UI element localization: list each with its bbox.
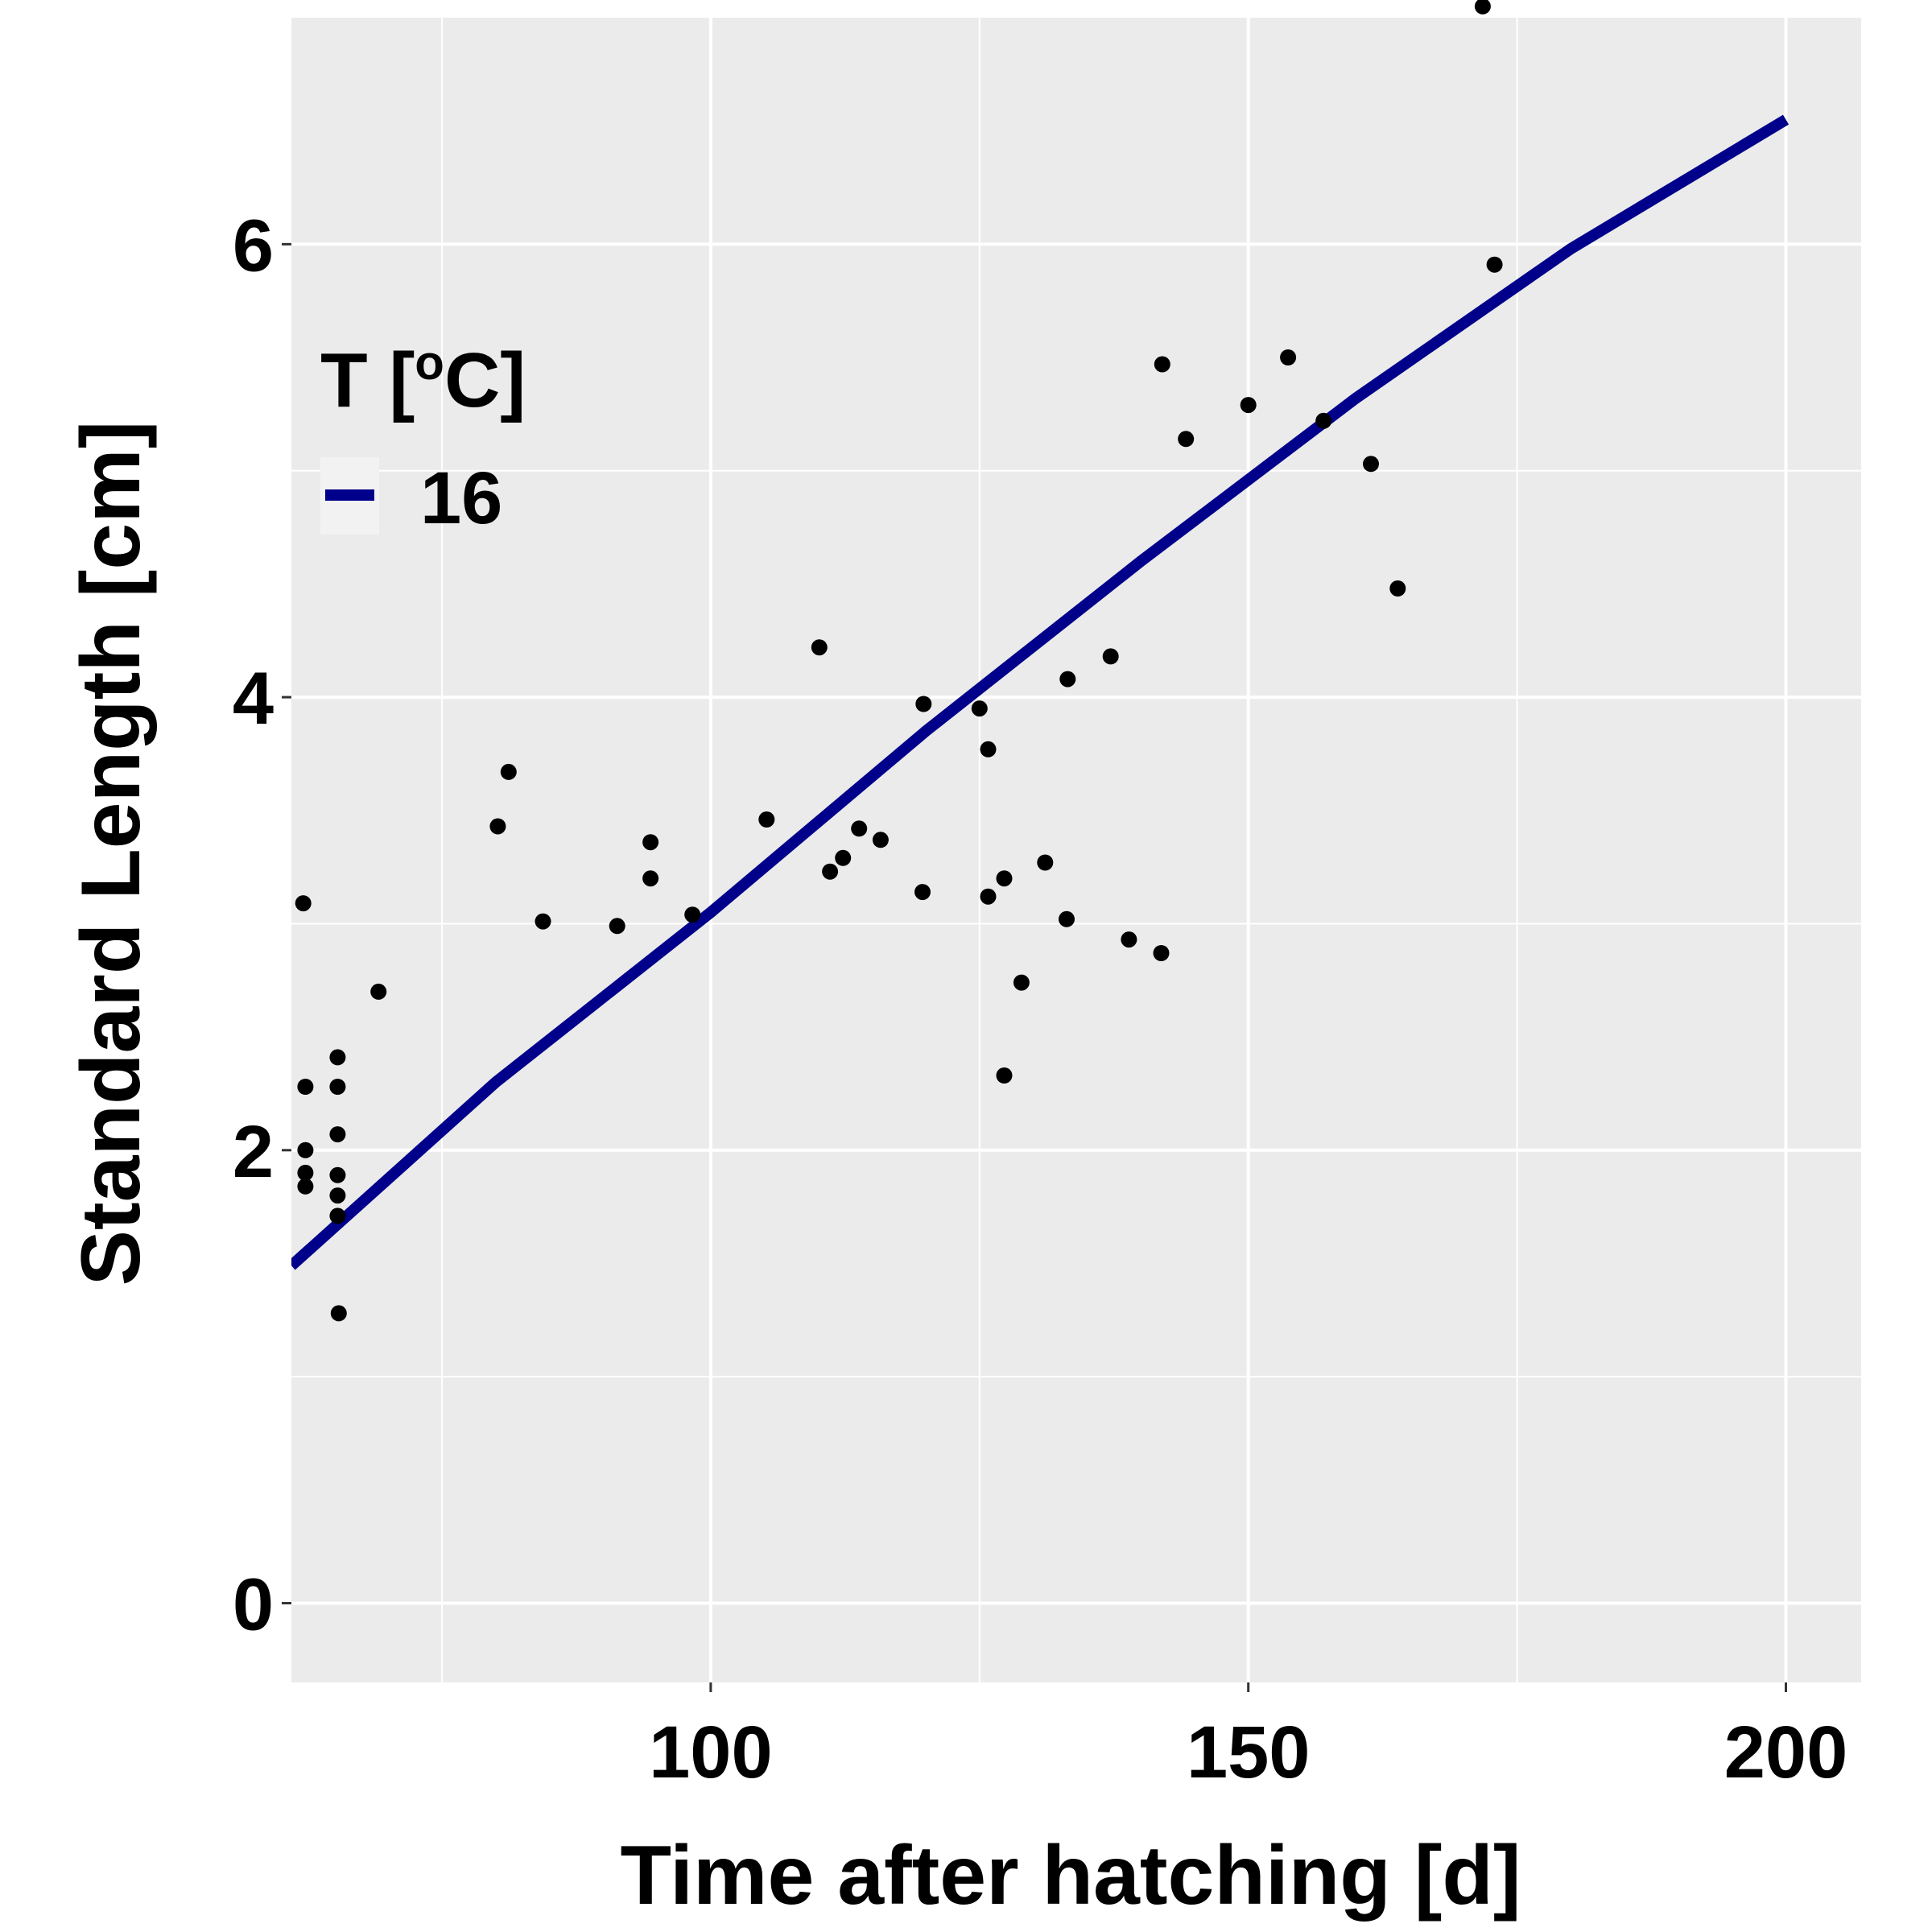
data-point [835, 849, 852, 866]
data-point [1037, 854, 1054, 871]
data-point [370, 983, 387, 1000]
data-point [684, 906, 701, 923]
data-point [489, 818, 506, 835]
data-point [1102, 648, 1119, 665]
data-point [915, 696, 932, 712]
x-tick-label: 100 [649, 1711, 773, 1794]
data-point [329, 1187, 346, 1204]
data-point [329, 1079, 346, 1095]
x-axis-title: Time after hatching [d] [620, 1829, 1521, 1922]
data-point [851, 820, 868, 837]
data-point [329, 1166, 346, 1183]
legend-entry-label: 16 [420, 457, 502, 539]
data-point [1315, 412, 1332, 429]
data-point [758, 811, 775, 828]
data-point [822, 863, 839, 880]
data-point [1121, 931, 1137, 948]
data-point [642, 870, 659, 887]
fit-line-layer [291, 114, 1790, 1270]
data-point [1178, 431, 1195, 448]
data-point [996, 1067, 1013, 1084]
plot-panel [291, 18, 1861, 1682]
data-point [329, 1126, 346, 1143]
data-point [980, 741, 997, 758]
data-point [1240, 397, 1257, 414]
data-point [1280, 349, 1297, 365]
y-tick-label: 2 [233, 1111, 274, 1193]
y-tick-label: 0 [233, 1564, 274, 1646]
data-point [1486, 256, 1503, 273]
grid-lines [291, 18, 1861, 1682]
data-point [297, 1178, 314, 1195]
data-point [1013, 974, 1030, 991]
data-points [295, 0, 1503, 1322]
data-point [329, 1049, 346, 1066]
data-point [980, 888, 997, 905]
data-point [535, 913, 551, 930]
legend-title-superscript: o [415, 336, 444, 390]
data-point [1059, 671, 1076, 687]
data-point [914, 884, 931, 901]
data-point [609, 918, 625, 935]
data-point [1474, 0, 1491, 14]
data-point [297, 1079, 314, 1095]
data-point [330, 1305, 347, 1322]
data-point [500, 763, 517, 780]
data-point [1154, 356, 1170, 373]
data-point [297, 1164, 314, 1181]
legend-title: T [oC] [320, 336, 526, 423]
data-point [971, 700, 988, 717]
data-point [642, 834, 659, 851]
data-point [872, 832, 889, 848]
data-point [811, 639, 828, 656]
y-axis-title: Standard Length [cm] [64, 421, 158, 1286]
y-tick-label: 6 [233, 204, 274, 287]
data-point [329, 1208, 346, 1224]
data-point [1153, 945, 1170, 961]
legend: T [oC] 16 [320, 336, 526, 539]
data-point [1059, 910, 1075, 927]
data-point [1363, 456, 1379, 473]
fit-line-16 [291, 114, 1790, 1270]
axis-ticks: 100 150 200 0 2 4 6 [233, 204, 1847, 1794]
x-tick-label: 200 [1724, 1711, 1848, 1794]
data-point [297, 1141, 314, 1158]
data-point [1389, 580, 1406, 597]
data-point [996, 870, 1013, 887]
y-tick-label: 4 [233, 658, 274, 740]
data-point [295, 895, 312, 912]
x-tick-label: 150 [1187, 1711, 1311, 1794]
